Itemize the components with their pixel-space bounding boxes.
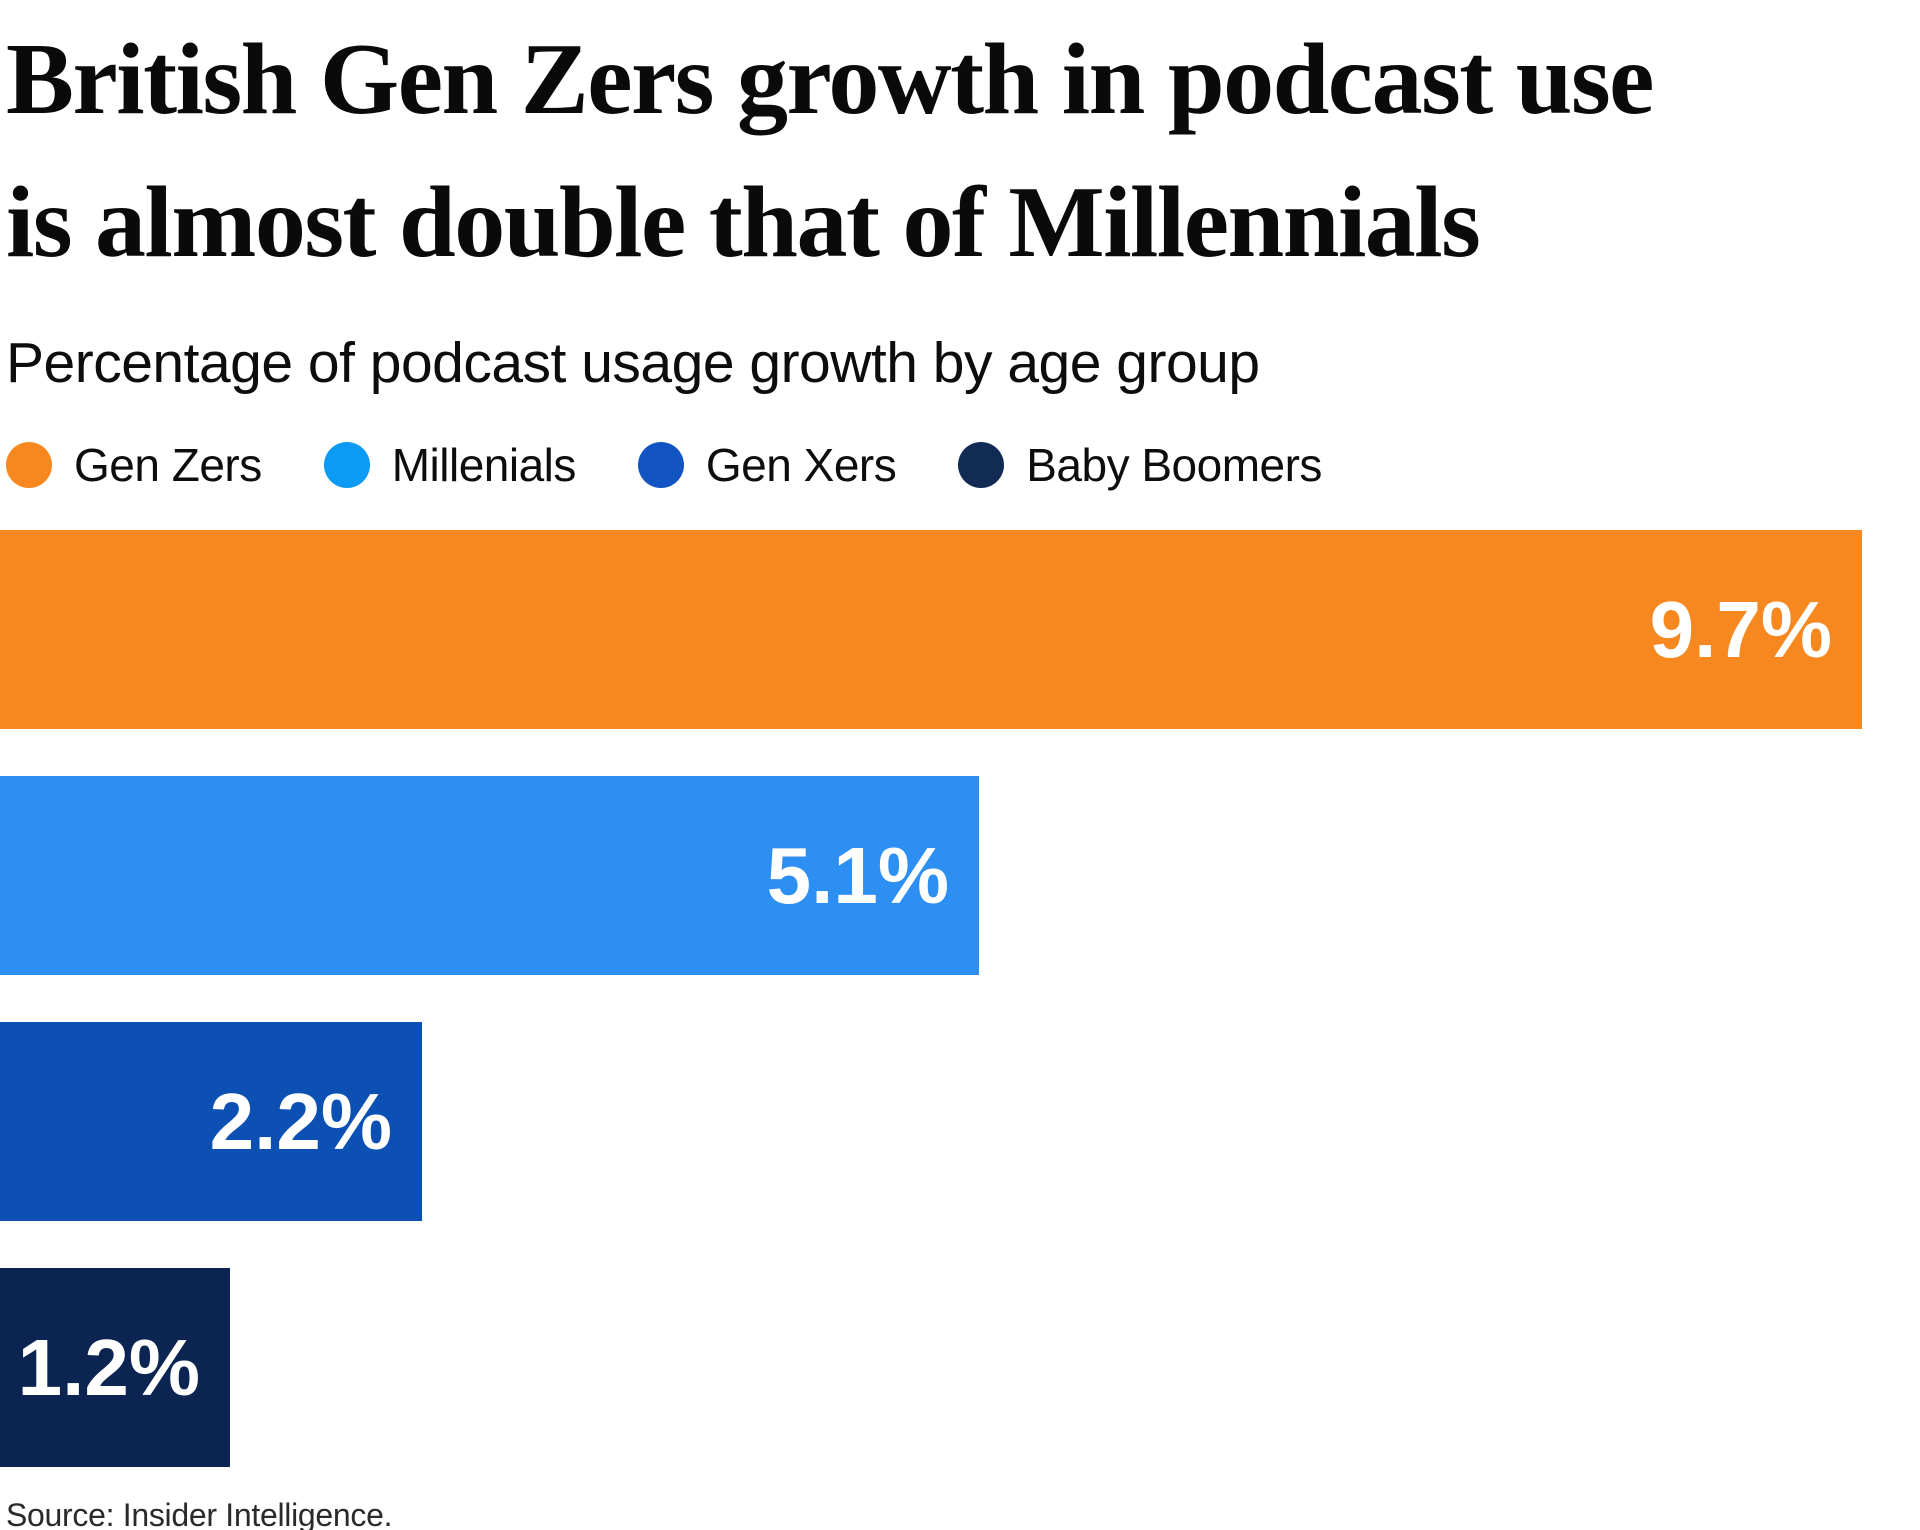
legend-item-gen-zers: Gen Zers: [6, 438, 262, 492]
legend-label: Millenials: [391, 439, 577, 491]
legend-label: Gen Zers: [74, 439, 262, 491]
bar-row-millenials: 5.1%: [0, 776, 1920, 975]
legend-label: Baby Boomers: [1026, 439, 1322, 491]
legend-dot-icon: [323, 442, 370, 488]
legend-dot-icon: [637, 442, 684, 488]
podcast-growth-chart: British Gen Zers growth in podcast use i…: [0, 8, 1920, 1530]
chart-title-line-2: is almost double that of Millennials: [6, 166, 1481, 279]
legend-dot-icon: [958, 442, 1005, 488]
bar-row-gen-xers: 2.2%: [0, 1022, 1920, 1221]
bar-gen-zers: 9.7%: [0, 530, 1862, 729]
legend-label: Gen Xers: [705, 439, 897, 491]
chart-legend: Gen Zers Millenials Gen Xers Baby Boomers: [6, 438, 1920, 492]
legend-dot-icon: [6, 442, 52, 488]
bar-value-label: 2.2%: [209, 1076, 392, 1166]
chart-title: British Gen Zers growth in podcast use i…: [6, 8, 1920, 294]
bar-value-label: 1.2%: [17, 1322, 200, 1412]
bar-value-label: 5.1%: [766, 830, 949, 920]
chart-title-line-1: British Gen Zers growth in podcast use: [6, 23, 1654, 136]
legend-item-baby-boomers: Baby Boomers: [958, 438, 1322, 492]
bar-chart-plot-area: 9.7% 5.1% 2.2% 1.2%: [0, 530, 1920, 1467]
legend-item-millenials: Millenials: [323, 438, 577, 492]
legend-item-gen-xers: Gen Xers: [637, 438, 897, 492]
bar-baby-boomers: 1.2%: [0, 1268, 230, 1467]
bar-millenials: 5.1%: [0, 776, 979, 975]
bar-row-baby-boomers: 1.2%: [0, 1268, 1920, 1467]
source-attribution: Source: Insider Intelligence.: [6, 1497, 393, 1530]
bar-row-gen-zers: 9.7%: [0, 530, 1920, 729]
bar-gen-xers: 2.2%: [0, 1022, 422, 1221]
chart-subtitle: Percentage of podcast usage growth by ag…: [6, 331, 1260, 395]
bar-value-label: 9.7%: [1649, 584, 1832, 674]
